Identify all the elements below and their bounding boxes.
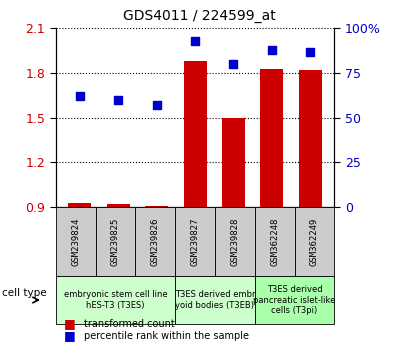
- Text: ■: ■: [64, 318, 76, 330]
- Text: GSM239825: GSM239825: [111, 217, 120, 266]
- Bar: [222, 118, 245, 341]
- Bar: [298, 70, 322, 341]
- Text: T3ES derived embr
yoid bodies (T3EB): T3ES derived embr yoid bodies (T3EB): [175, 290, 255, 310]
- Bar: [145, 206, 168, 341]
- Text: GDS4011 / 224599_at: GDS4011 / 224599_at: [123, 9, 275, 23]
- Bar: [260, 69, 283, 341]
- Bar: [107, 204, 130, 341]
- Text: transformed count: transformed count: [84, 319, 174, 329]
- Text: GSM239828: GSM239828: [230, 217, 239, 266]
- Text: GSM239827: GSM239827: [191, 217, 199, 266]
- Point: [192, 38, 198, 44]
- Point: [230, 61, 236, 67]
- Point: [77, 93, 83, 99]
- Point: [269, 47, 275, 53]
- Text: cell type: cell type: [2, 288, 47, 298]
- Text: GSM239824: GSM239824: [71, 217, 80, 266]
- Text: GSM239826: GSM239826: [151, 217, 160, 266]
- Text: GSM362249: GSM362249: [310, 217, 319, 266]
- Point: [115, 97, 121, 103]
- Text: percentile rank within the sample: percentile rank within the sample: [84, 331, 249, 341]
- Text: embryonic stem cell line
hES-T3 (T3ES): embryonic stem cell line hES-T3 (T3ES): [64, 290, 167, 310]
- Point: [307, 49, 313, 55]
- Text: T3ES derived
pancreatic islet-like
cells (T3pi): T3ES derived pancreatic islet-like cells…: [254, 285, 336, 315]
- Text: GSM362248: GSM362248: [270, 217, 279, 266]
- Bar: [68, 202, 92, 341]
- Text: ■: ■: [64, 329, 76, 342]
- Bar: [183, 61, 207, 341]
- Point: [154, 102, 160, 108]
